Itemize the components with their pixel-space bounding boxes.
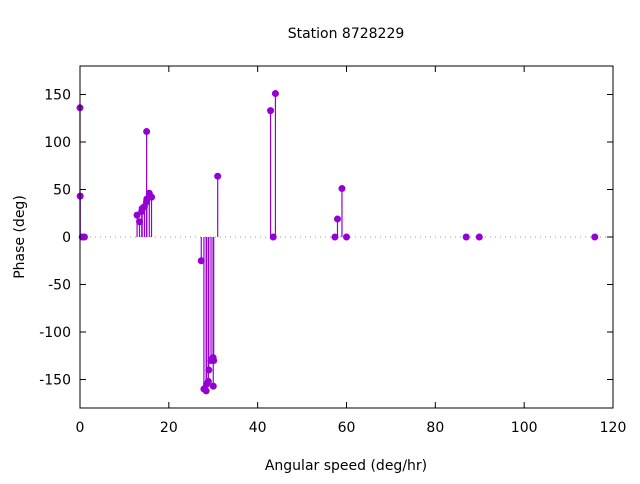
y-axis-label: Phase (deg): [12, 195, 28, 279]
data-point: [343, 233, 350, 241]
data-point: [333, 215, 341, 223]
x-tick-label: 100: [511, 420, 538, 436]
data-point: [209, 382, 217, 390]
x-tick-label: 60: [338, 420, 356, 436]
y-tick-label: -50: [48, 278, 71, 294]
data-point: [205, 366, 213, 374]
x-tick-label: 80: [426, 420, 444, 436]
plot-frame: [79, 65, 614, 409]
y-tick-label: 0: [62, 230, 71, 246]
x-tick-label: 120: [600, 420, 627, 436]
data-point: [197, 257, 205, 265]
data-point: [338, 185, 346, 193]
y-tick-label: -150: [39, 373, 71, 389]
chart-title: Station 8728229: [288, 26, 405, 42]
data-point: [331, 233, 339, 241]
data-point: [80, 233, 88, 241]
x-tick-label: 40: [249, 420, 267, 436]
data-point: [267, 107, 275, 115]
data-point: [148, 193, 156, 201]
data-point: [462, 233, 470, 241]
y-tick-label: 100: [44, 135, 71, 151]
data-point: [133, 211, 141, 219]
data-point: [475, 233, 483, 241]
x-tick-label: 0: [76, 420, 85, 436]
data-point: [214, 172, 222, 180]
y-tick-label: 50: [53, 183, 71, 199]
data-point: [202, 387, 210, 395]
x-tick-label: 20: [160, 420, 178, 436]
y-tick-label: 150: [44, 88, 71, 104]
data-point: [204, 377, 212, 385]
data-point: [591, 233, 599, 241]
y-tick-label: -100: [39, 325, 71, 341]
data-point: [143, 128, 151, 136]
data-point: [271, 90, 279, 98]
x-axis-label: Angular speed (deg/hr): [265, 458, 427, 474]
data-point: [210, 357, 218, 364]
